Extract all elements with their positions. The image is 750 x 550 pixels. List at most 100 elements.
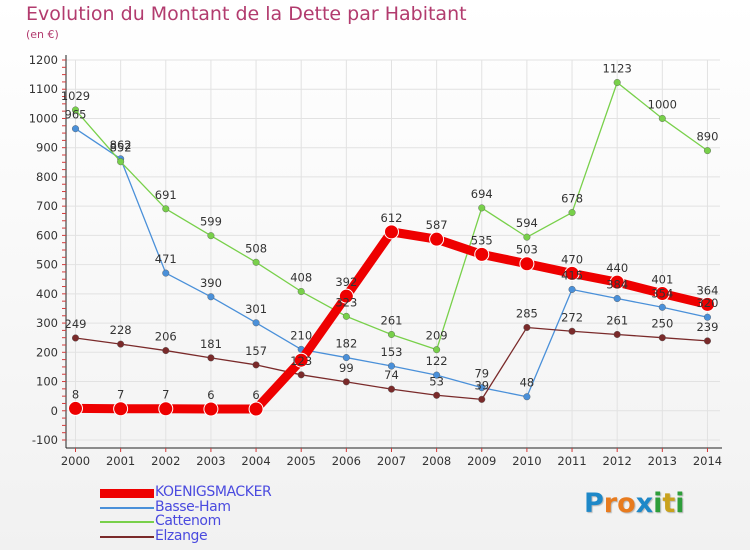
data-label: 53 [429, 374, 444, 388]
data-label: 852 [110, 141, 132, 155]
data-label: 890 [696, 130, 718, 144]
data-point [658, 303, 666, 311]
data-point [162, 347, 170, 355]
x-tick-label: 2007 [377, 454, 406, 468]
data-point [207, 354, 215, 362]
data-point [658, 114, 666, 122]
data-label: 594 [516, 216, 538, 230]
data-label: 153 [381, 345, 403, 359]
legend-label: Cattenom [155, 513, 221, 529]
data-label: 228 [110, 323, 132, 337]
x-tick-label: 2008 [422, 454, 451, 468]
x-tick-label: 2003 [196, 454, 225, 468]
proxiti-logo: Proxiti [584, 488, 685, 519]
y-tick-label: 1100 [29, 82, 58, 96]
data-label: 261 [606, 313, 628, 327]
data-label: 6 [252, 388, 259, 402]
data-label: 862 [110, 138, 132, 152]
data-label: 678 [561, 192, 583, 206]
data-point [71, 334, 79, 342]
data-label: 210 [290, 328, 312, 342]
data-label: 503 [516, 243, 538, 257]
x-tick-label: 2012 [603, 454, 632, 468]
data-point [117, 158, 125, 166]
data-label: 965 [65, 108, 87, 122]
data-label: 206 [155, 330, 177, 344]
data-point [68, 400, 83, 416]
data-point [568, 285, 576, 293]
data-point [387, 385, 395, 393]
data-point [703, 313, 711, 321]
y-tick-label: 500 [36, 258, 58, 272]
data-point [429, 231, 445, 247]
data-point [342, 312, 350, 320]
x-tick-label: 2013 [648, 454, 677, 468]
data-label: 390 [200, 276, 222, 290]
data-label: 301 [245, 302, 267, 316]
data-label: 694 [471, 187, 493, 201]
y-tick-label: 200 [36, 345, 58, 359]
logo-letter: i [675, 488, 685, 519]
data-label: 272 [561, 310, 583, 324]
data-label: 384 [606, 278, 628, 292]
data-label: 285 [516, 306, 538, 320]
x-tick-label: 2005 [287, 454, 316, 468]
data-point [658, 334, 666, 342]
data-label: 239 [696, 320, 718, 334]
data-label: 261 [381, 313, 403, 327]
legend-label: KOENIGSMACKER [155, 484, 272, 500]
data-label: 249 [65, 317, 87, 331]
data-label: 181 [200, 337, 222, 351]
chart-title: Evolution du Montant de la Dette par Hab… [26, 3, 467, 25]
y-tick-label: 1200 [29, 53, 58, 67]
data-point [613, 79, 621, 87]
logo-letter: x [635, 488, 654, 519]
data-label: 691 [155, 188, 177, 202]
x-tick-label: 2000 [61, 454, 90, 468]
data-point [293, 352, 309, 368]
x-tick-label: 2010 [512, 454, 541, 468]
data-point [252, 361, 260, 369]
data-label: 99 [339, 361, 354, 375]
x-tick-label: 2009 [467, 454, 496, 468]
data-point [478, 204, 486, 212]
data-label: 6 [207, 388, 214, 402]
x-tick-label: 2006 [332, 454, 361, 468]
data-point [113, 401, 129, 417]
data-label: 587 [426, 218, 448, 232]
data-label: 7 [162, 388, 169, 402]
legend-swatch [100, 488, 154, 498]
data-label: 535 [471, 233, 493, 247]
y-tick-label: 600 [36, 228, 58, 242]
legend-swatch [100, 506, 154, 509]
chart-unit-label: (en €) [26, 28, 59, 41]
data-point [474, 246, 490, 262]
data-point [433, 346, 441, 354]
data-point [523, 233, 531, 241]
data-point [433, 371, 441, 379]
data-point [654, 286, 670, 302]
data-point [203, 401, 219, 417]
data-point [117, 340, 125, 348]
data-point [162, 269, 170, 277]
data-label: 323 [335, 295, 357, 309]
data-label: 157 [245, 344, 267, 358]
y-tick-label: 900 [36, 141, 58, 155]
data-label: 209 [426, 329, 448, 343]
data-label: 8 [72, 387, 79, 401]
logo-letter: t [662, 488, 676, 519]
data-point [252, 319, 260, 327]
data-point [297, 288, 305, 296]
data-point [383, 224, 399, 240]
data-label: 508 [245, 241, 267, 255]
x-tick-label: 2001 [106, 454, 135, 468]
data-label: 39 [474, 378, 489, 392]
logo-letter: o [617, 488, 636, 519]
data-point [248, 401, 264, 417]
data-label: 471 [155, 252, 177, 266]
y-tick-label: 1000 [29, 111, 58, 125]
data-label: 354 [651, 286, 673, 300]
data-label: 48 [520, 376, 535, 390]
